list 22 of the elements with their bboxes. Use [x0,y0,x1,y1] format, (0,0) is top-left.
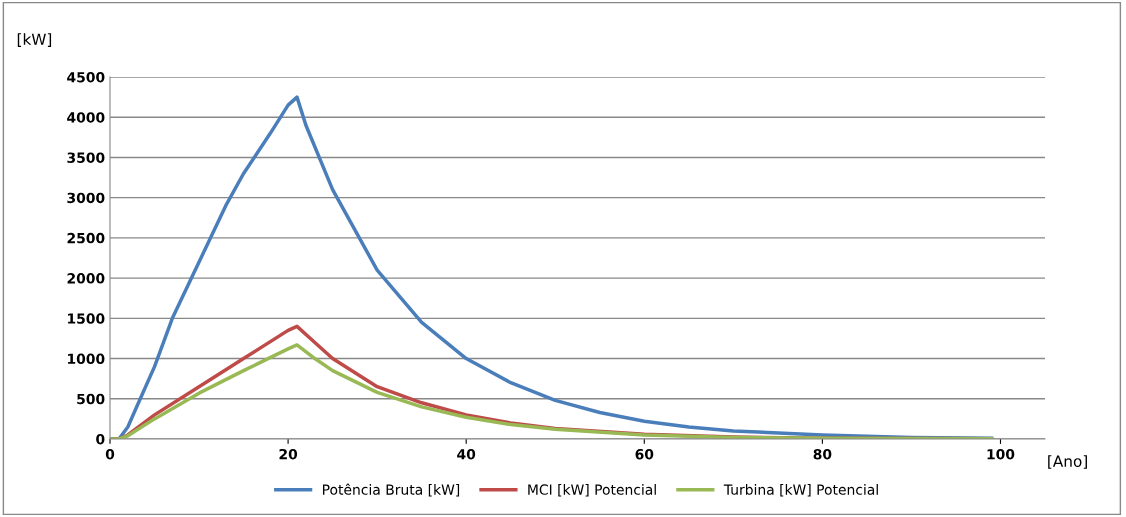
y-tick-label: 4500 [67,71,105,83]
x-tick-label: 80 [813,448,832,460]
x-axis-title: [Ano] [1048,455,1087,469]
y-axis-title: [kW] [17,33,52,47]
legend-label: MCI [kW] Potencial [528,484,656,497]
y-tick-label: 3000 [67,192,105,204]
y-tick-label: 4000 [67,112,105,123]
y-tick-label: 1500 [68,313,105,324]
y-tick-label: 1000 [68,353,105,365]
legend-label: Turbina [kW] Potencial [723,484,878,497]
x-tick-label: 20 [279,448,298,460]
y-tick-label: 3500 [67,152,105,163]
x-tick-label: 0 [105,448,115,460]
y-tick-label: 2000 [67,273,105,284]
x-tick-label: 100 [987,448,1015,460]
x-tick-label: 60 [635,448,654,460]
line-series [110,343,994,439]
y-tick-label: 2500 [67,232,105,244]
x-tick-label: 40 [457,448,476,460]
legend-label: Potência Bruta [kW] [323,483,460,497]
y-tick-label: 500 [77,393,105,405]
y-tick-label: 0 [96,433,105,445]
